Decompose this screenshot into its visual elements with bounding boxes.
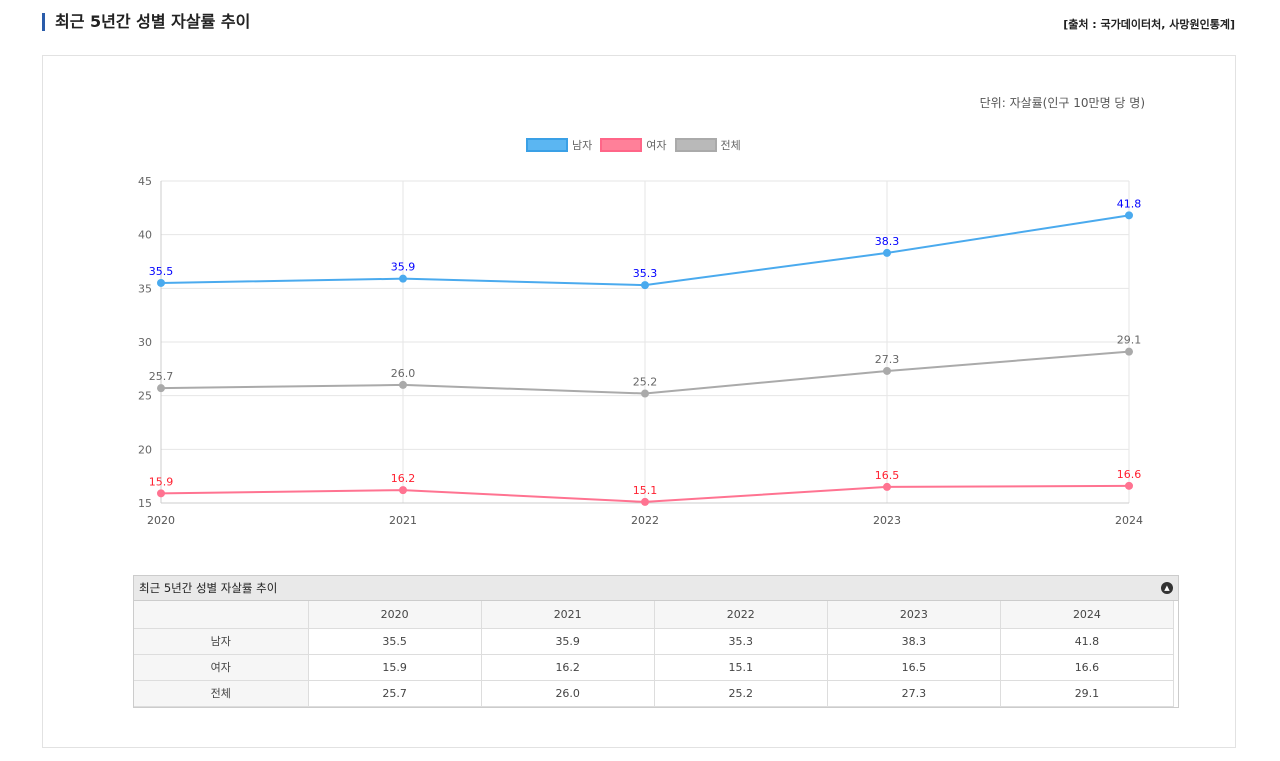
cell: 38.3 (827, 628, 1001, 655)
row-header: 남자 (134, 628, 309, 655)
table-row: 남자 35.5 35.9 35.3 38.3 41.8 (134, 628, 1175, 655)
data-point (157, 489, 165, 498)
data-point (641, 389, 649, 398)
table-row: 전체 25.7 26.0 25.2 27.3 29.1 (134, 680, 1175, 707)
y-tick-label: 35 (138, 282, 152, 295)
data-label: 15.9 (149, 475, 174, 488)
col-header: 2021 (481, 601, 655, 629)
data-point (399, 274, 407, 283)
row-header: 전체 (134, 680, 309, 707)
line-chart: 15 20 25 30 35 40 45 2020 2021 2022 2023 2024 35.5 35… (138, 175, 1143, 527)
legend-label: 남자 (572, 139, 593, 152)
data-label: 16.6 (1117, 468, 1142, 481)
collapse-toggle-icon[interactable]: ▲ (1161, 582, 1173, 594)
y-tick-label: 40 (138, 229, 152, 242)
legend-item-female[interactable]: 여자 (600, 137, 667, 153)
data-label: 35.9 (391, 261, 416, 274)
y-tick-label: 20 (138, 443, 152, 456)
x-tick-label: 2021 (389, 514, 417, 527)
data-point (641, 497, 649, 506)
table-row: 여자 15.9 16.2 15.1 16.5 16.6 (134, 654, 1175, 681)
legend-item-male[interactable]: 남자 (526, 137, 592, 153)
data-table: 최근 5년간 성별 자살률 추이 ▲ 2020 2021 2022 2023 20… (133, 575, 1179, 708)
cell: 29.1 (1000, 680, 1175, 707)
cell: 35.3 (654, 628, 828, 655)
y-tick-label: 45 (138, 175, 152, 188)
data-label: 25.2 (633, 376, 658, 389)
data-label: 29.1 (1117, 334, 1142, 347)
col-header: 2023 (827, 601, 1001, 629)
data-point (883, 248, 891, 257)
source-note: [출처 : 국가데이터처, 사망원인통계] (1063, 18, 1235, 31)
data-point (883, 482, 891, 491)
data-point (157, 278, 165, 287)
data-label: 16.2 (391, 472, 416, 485)
x-tick-label: 2024 (1115, 514, 1143, 527)
data-point (399, 380, 407, 389)
table-header-row: 2020 2021 2022 2023 2024 (134, 601, 1175, 629)
cell: 16.6 (1000, 654, 1175, 681)
legend-item-total[interactable]: 전체 (674, 137, 741, 153)
data-label: 15.1 (633, 484, 658, 497)
data-label: 26.0 (391, 367, 416, 380)
data-label: 16.5 (875, 469, 900, 482)
row-header: 여자 (134, 654, 309, 681)
legend-label: 전체 (720, 139, 741, 152)
data-label: 27.3 (875, 353, 900, 366)
data-point (1125, 347, 1133, 356)
data-label: 38.3 (875, 235, 900, 248)
x-tick-label: 2023 (873, 514, 901, 527)
col-header: 2022 (654, 601, 828, 629)
y-tick-label: 15 (138, 497, 152, 510)
x-tick-label: 2022 (631, 514, 659, 527)
data-point (157, 384, 165, 393)
cell: 26.0 (481, 680, 655, 707)
table-caption: 최근 5년간 성별 자살률 추이 (139, 581, 278, 595)
data-point (641, 281, 649, 290)
col-header: 2024 (1000, 601, 1175, 629)
data-point (399, 486, 407, 495)
cell: 35.9 (481, 628, 655, 655)
data-label: 25.7 (149, 370, 174, 383)
cell: 25.7 (308, 680, 482, 707)
cell: 15.9 (308, 654, 482, 681)
chart-panel (42, 55, 1236, 748)
cell: 35.5 (308, 628, 482, 655)
col-header: 2020 (308, 601, 482, 629)
y-tick-label: 30 (138, 336, 152, 349)
cell: 16.5 (827, 654, 1001, 681)
cell: 16.2 (481, 654, 655, 681)
data-point (883, 366, 891, 375)
data-point (1125, 211, 1133, 220)
legend-label: 여자 (646, 139, 667, 152)
unit-label: 단위: 자살률(인구 10만명 당 명) (979, 96, 1145, 110)
legend: 남자 여자 전체 (526, 137, 741, 153)
legend-swatch (526, 138, 568, 152)
corner-cell (134, 601, 309, 629)
cell: 15.1 (654, 654, 828, 681)
cell: 27.3 (827, 680, 1001, 707)
cell: 25.2 (654, 680, 828, 707)
cell: 41.8 (1000, 628, 1175, 655)
data-point (1125, 481, 1133, 490)
legend-swatch (674, 138, 717, 152)
data-label: 41.8 (1117, 197, 1142, 210)
legend-swatch (600, 138, 643, 152)
x-tick-label: 2020 (147, 514, 175, 527)
page-title: 최근 5년간 성별 자살률 추이 (42, 13, 250, 31)
data-label: 35.5 (149, 265, 174, 278)
data-label: 35.3 (633, 267, 658, 280)
y-tick-label: 25 (138, 390, 152, 403)
